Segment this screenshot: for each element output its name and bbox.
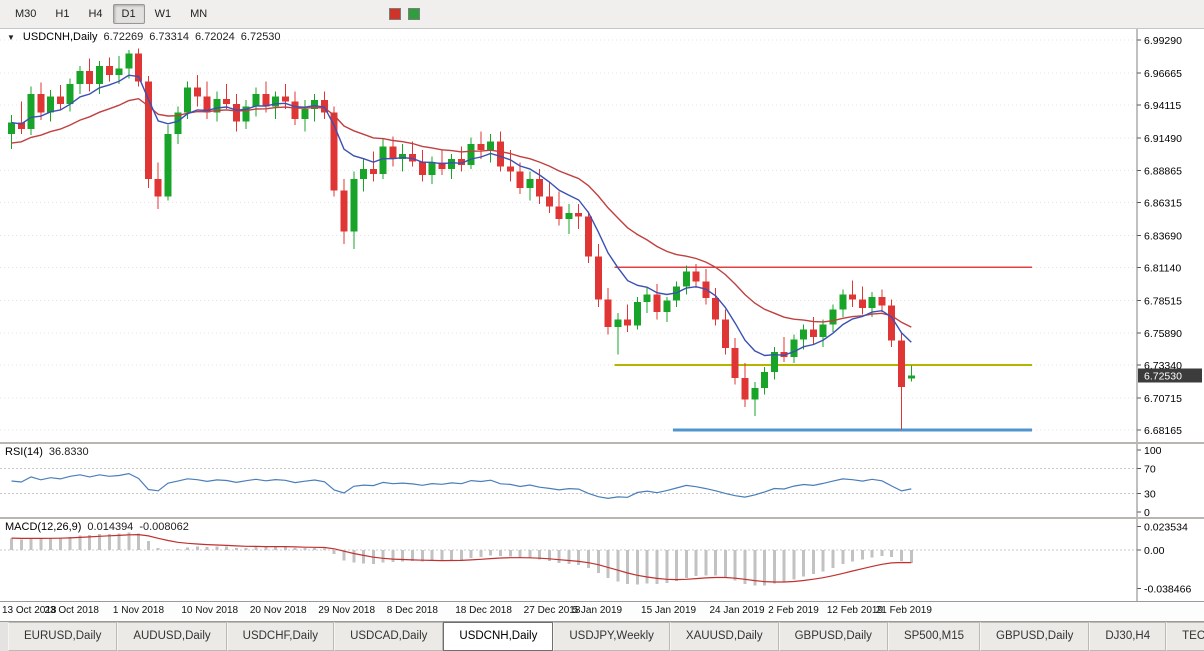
svg-text:6.91490: 6.91490 xyxy=(1144,133,1182,145)
tab-usdchf-daily[interactable]: USDCHF,Daily xyxy=(226,622,335,651)
rsi-line xyxy=(11,472,912,500)
rsi-panel: 100 70 30 0 RSI(14) 36.8330 xyxy=(0,444,1204,517)
ma-fast-line xyxy=(11,74,912,357)
tab-gbpusd-daily[interactable]: GBPUSD,Daily xyxy=(980,622,1090,651)
date-label: 12 Feb 2019 xyxy=(826,605,884,616)
date-axis: 13 Oct 2018 23 Oct 2018 1 Nov 2018 10 Nov 2… xyxy=(0,601,1204,621)
tab-eurusd-daily[interactable]: EURUSD,Daily xyxy=(8,622,118,651)
date-label: 15 Jan 2019 xyxy=(641,605,697,616)
rsi-canvas[interactable]: 100 70 30 0 xyxy=(0,444,1204,517)
svg-text:6.75890: 6.75890 xyxy=(1144,328,1182,340)
timeframe-button-w1[interactable]: W1 xyxy=(154,8,172,20)
green-marker-icon[interactable] xyxy=(408,8,421,20)
tab-gbpusd-daily[interactable]: GBPUSD,Daily xyxy=(778,622,888,651)
svg-text:6.88865: 6.88865 xyxy=(1144,166,1182,178)
timeframe-button-mn[interactable]: MN xyxy=(190,8,208,20)
svg-text:6.78515: 6.78515 xyxy=(1144,295,1182,307)
timeframe-button-d1[interactable]: D1 xyxy=(112,4,145,24)
date-label: 21 Feb 2019 xyxy=(875,605,932,616)
candlestick-series xyxy=(8,48,915,430)
svg-text:6.81140: 6.81140 xyxy=(1144,262,1181,274)
panel-resize-handle[interactable] xyxy=(0,442,1204,444)
svg-text:6.72530: 6.72530 xyxy=(1144,370,1182,382)
timeframe-button-m30[interactable]: M30 xyxy=(15,8,37,20)
macd-panel: 0.023534 0.00 -0.038466 MACD(12,26,9) 0.01… xyxy=(0,519,1204,601)
macd-canvas[interactable]: 0.023534 0.00 -0.038466 xyxy=(0,519,1204,601)
date-label: 8 Dec 2018 xyxy=(386,605,438,616)
tab-usdjpy-weekly[interactable]: USDJPY,Weekly xyxy=(553,622,670,651)
date-label: 29 Nov 2018 xyxy=(318,605,376,616)
toolbar-markers xyxy=(389,8,421,20)
current-price-badge: 6.72530 xyxy=(1138,368,1202,383)
date-label: 13 Oct 2018 xyxy=(2,605,57,616)
svg-text:0.00: 0.00 xyxy=(1144,545,1165,557)
macd-histogram xyxy=(10,532,913,586)
svg-text:70: 70 xyxy=(1144,464,1156,476)
tab-dj30-h4[interactable]: DJ30,H4 xyxy=(1089,622,1167,651)
date-label: 5 Jan 2019 xyxy=(572,605,623,616)
toolbar: M30 H1 H4 D1 W1 MN xyxy=(0,0,1204,29)
svg-text:6.68165: 6.68165 xyxy=(1144,425,1182,437)
timeframe-button-h1[interactable]: H1 xyxy=(55,8,70,20)
tab-xauusd-daily[interactable]: XAUUSD,Daily xyxy=(669,622,779,651)
date-label: 18 Dec 2018 xyxy=(455,605,512,616)
tab-tech100[interactable]: TECH100 xyxy=(1166,622,1204,651)
main-chart-panel: 6.99290 6.96665 6.94115 6.91490 6.88865 6.863… xyxy=(0,29,1204,442)
red-marker-icon[interactable] xyxy=(389,8,402,20)
tab-sp500-m15[interactable]: SP500,M15 xyxy=(887,622,981,651)
svg-text:0.023534: 0.023534 xyxy=(1144,521,1188,533)
macd-signal-line xyxy=(11,533,912,583)
svg-text:0: 0 xyxy=(1144,507,1150,517)
svg-text:6.94115: 6.94115 xyxy=(1144,100,1181,112)
date-label: 23 Oct 2018 xyxy=(44,605,99,616)
svg-text:6.99290: 6.99290 xyxy=(1144,35,1182,47)
panel-resize-handle[interactable] xyxy=(0,517,1204,519)
tab-audusd-daily[interactable]: AUDUSD,Daily xyxy=(117,622,227,651)
svg-text:6.86315: 6.86315 xyxy=(1144,198,1182,210)
timeframe-button-h4[interactable]: H4 xyxy=(88,8,103,20)
svg-text:30: 30 xyxy=(1144,488,1156,500)
svg-text:-0.038466: -0.038466 xyxy=(1144,583,1191,595)
date-label: 20 Nov 2018 xyxy=(249,605,307,616)
tab-usdcad-daily[interactable]: USDCAD,Daily xyxy=(334,622,444,651)
tab-usdcnh-daily[interactable]: USDCNH,Daily xyxy=(443,622,554,651)
svg-text:6.96665: 6.96665 xyxy=(1144,68,1182,80)
ma-slow-line xyxy=(11,97,912,328)
date-label: 1 Nov 2018 xyxy=(112,605,165,616)
main-chart-canvas[interactable]: 6.99290 6.96665 6.94115 6.91490 6.88865 6.863… xyxy=(0,29,1204,442)
date-label: 24 Jan 2019 xyxy=(709,605,765,616)
date-label: 27 Dec 2018 xyxy=(523,605,581,616)
symbol-dropdown-icon[interactable]: ▼ xyxy=(7,32,15,42)
svg-text:6.83690: 6.83690 xyxy=(1144,231,1182,243)
date-label: 2 Feb 2019 xyxy=(768,605,819,616)
timeframe-group: M30 H1 H4 D1 W1 MN xyxy=(6,4,216,24)
date-label: 10 Nov 2018 xyxy=(181,605,239,616)
svg-text:100: 100 xyxy=(1144,445,1162,457)
chart-tabbar: EURUSD,Daily AUDUSD,Daily USDCHF,Daily USDC… xyxy=(0,621,1204,651)
svg-text:6.70715: 6.70715 xyxy=(1144,393,1182,405)
